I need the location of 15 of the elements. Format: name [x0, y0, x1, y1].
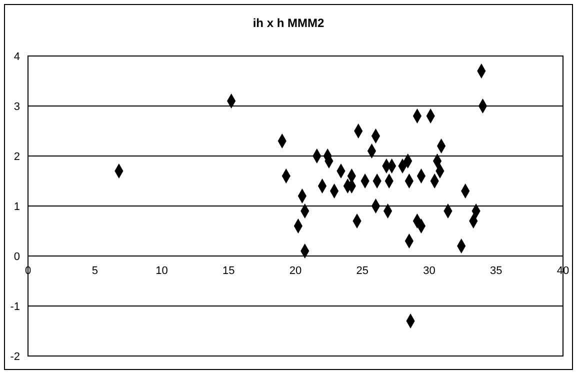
y-tick-label: 3	[14, 100, 20, 113]
x-tick-label: 30	[423, 265, 436, 277]
y-tick-label: 1	[14, 200, 20, 213]
x-tick-label: 5	[92, 265, 98, 277]
y-tick-label: -2	[10, 350, 20, 363]
y-tick-label: 4	[14, 50, 20, 63]
chart-title: ih x h MMM2	[252, 16, 326, 30]
y-tick-label: -1	[10, 300, 20, 313]
x-tick-label: 20	[289, 265, 302, 277]
x-tick-label: 10	[156, 265, 168, 277]
x-tick-label: 35	[490, 265, 502, 277]
y-tick-label: 0	[14, 250, 20, 263]
x-tick-label: 15	[222, 265, 235, 277]
y-tick-label: 2	[14, 150, 20, 163]
x-tick-label: 25	[356, 265, 368, 277]
